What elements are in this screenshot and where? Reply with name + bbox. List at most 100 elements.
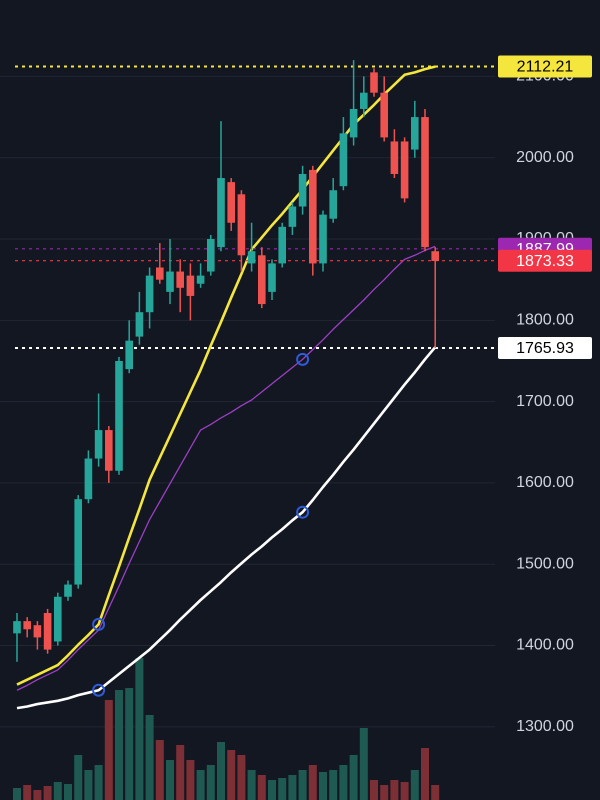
candle-body: [23, 621, 31, 630]
volume-bar: [206, 765, 215, 800]
candle-body: [278, 226, 286, 264]
candle-body: [339, 133, 348, 187]
candle-body: [43, 613, 52, 650]
volume-bar: [84, 770, 93, 800]
candle-body: [237, 194, 246, 256]
candle-body: [298, 173, 307, 207]
volume-bar: [319, 772, 327, 800]
volume-bar: [390, 780, 399, 800]
candle-body: [319, 214, 327, 264]
volume-bar: [370, 780, 378, 800]
volume-bar: [298, 770, 307, 800]
y-tick-label: 1300.00: [516, 718, 574, 735]
candle-body: [115, 360, 123, 471]
volume-bar: [288, 775, 297, 800]
volume-bar: [104, 700, 113, 800]
volume-bar: [268, 780, 276, 800]
candle-body: [411, 117, 419, 150]
volume-bar: [237, 755, 246, 800]
candle-body: [380, 92, 388, 138]
y-tick-label: 1800.00: [516, 312, 574, 329]
ma-marker: [92, 617, 106, 631]
candle-body: [217, 178, 225, 248]
y-tick-label: 1400.00: [516, 637, 574, 654]
price-label-box: [498, 337, 592, 360]
candle-body: [400, 141, 409, 199]
volume-bar: [349, 755, 358, 800]
volume-bar: [339, 765, 348, 800]
volume-bar: [13, 788, 21, 800]
volume-bar: [33, 790, 42, 800]
volume-bar: [43, 786, 52, 800]
volume-bar: [431, 785, 440, 800]
ma-marker: [296, 505, 310, 519]
candle-body: [176, 271, 184, 288]
candle-body: [390, 141, 399, 174]
candle-body: [74, 499, 82, 585]
volume-bar: [278, 778, 287, 800]
volume-bar: [359, 728, 368, 800]
candle-body: [84, 458, 93, 500]
volume-bar: [145, 715, 154, 800]
candle-body: [166, 271, 174, 292]
ma-marker: [92, 683, 106, 697]
volume-bar: [64, 784, 72, 800]
candle-body: [135, 312, 144, 337]
volume-bar: [186, 760, 195, 800]
candle-body: [431, 251, 439, 261]
candle-body: [247, 251, 256, 264]
moving-average: [16, 346, 437, 710]
y-tick-label: 1600.00: [516, 474, 574, 491]
volume-bar: [227, 750, 236, 800]
candle-body: [329, 190, 337, 219]
volume-bar: [410, 770, 419, 800]
candle-body: [105, 430, 113, 471]
candle-body: [421, 117, 429, 248]
y-tick-label: 1700.00: [516, 393, 574, 410]
candle-body: [64, 584, 72, 597]
price-label: 1765.93: [516, 340, 574, 357]
ma-marker: [296, 352, 310, 366]
candle-body: [54, 596, 62, 642]
volume-bar: [247, 770, 256, 800]
candle-body: [94, 430, 103, 459]
candle-body: [370, 72, 378, 93]
volume-bar: [421, 748, 429, 800]
price-label-box: [498, 55, 592, 78]
volume-bar: [155, 740, 164, 800]
volume-bar: [135, 658, 144, 800]
candle-body: [227, 182, 235, 223]
volume-bar: [115, 690, 123, 800]
volume-bar: [196, 770, 205, 800]
moving-average: [16, 65, 436, 686]
volume-bar: [166, 760, 174, 800]
candle-body: [33, 625, 42, 638]
price-label: 1873.33: [516, 253, 574, 270]
candle-body: [258, 255, 266, 305]
candle-body: [13, 621, 21, 634]
candle-body: [156, 267, 164, 280]
volume-bar: [380, 785, 389, 800]
candle-body: [288, 206, 297, 227]
y-tick-label: 2000.00: [516, 149, 574, 166]
candle-body: [186, 275, 195, 296]
candle-body: [309, 169, 317, 264]
volume-bar: [308, 765, 317, 800]
volume-bar: [125, 688, 134, 800]
candle-body: [268, 263, 276, 292]
candle-body: [360, 92, 368, 109]
volume-bar: [176, 745, 185, 800]
price-label-box: [498, 249, 592, 272]
candle-body: [196, 275, 205, 284]
candle-body: [207, 239, 215, 272]
y-tick-label: 1500.00: [516, 555, 574, 572]
volume-bar: [94, 765, 103, 800]
volume-bar: [53, 782, 62, 800]
candle-body: [125, 340, 133, 370]
volume-bar: [329, 770, 338, 800]
volume-bar: [257, 775, 266, 800]
volume-bar: [23, 785, 32, 800]
candle-body: [349, 108, 358, 138]
